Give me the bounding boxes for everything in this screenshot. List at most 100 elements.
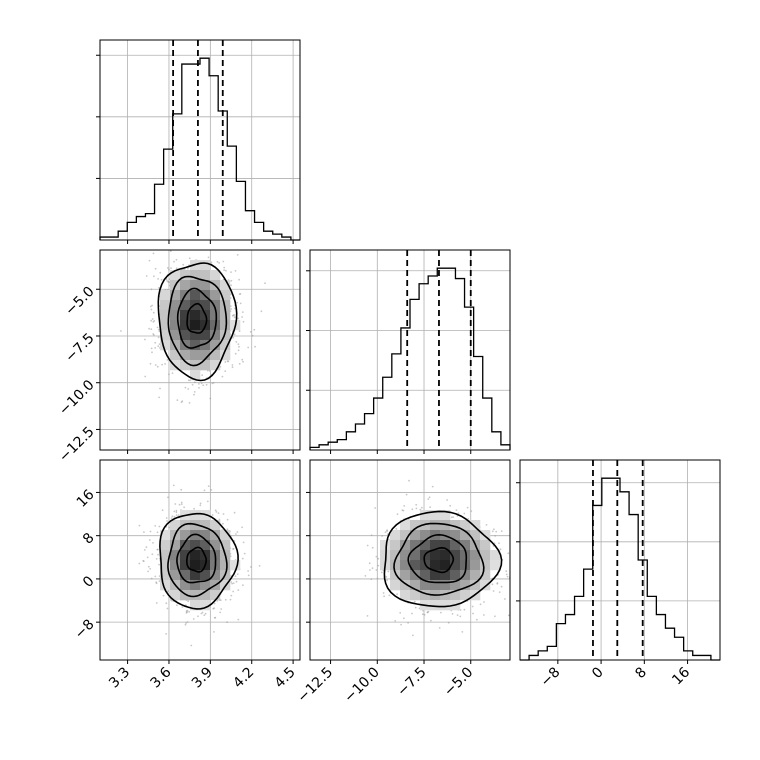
density-cell (440, 540, 451, 551)
x-tick-label: 0 (589, 664, 607, 682)
scatter-point (139, 227, 141, 229)
density-cell (190, 570, 201, 581)
scatter-point (499, 548, 502, 551)
scatter-point (405, 493, 408, 496)
contour-level (167, 522, 228, 598)
scatter-point (152, 542, 154, 544)
scatter-point (155, 558, 158, 560)
density-cell (200, 530, 211, 541)
hist-panel-p2: −8 0 8 16 (516, 459, 721, 690)
scatter-point (175, 514, 178, 516)
scatter-point (235, 341, 238, 343)
scatter-point (230, 308, 233, 310)
scatter-point (216, 260, 219, 263)
scatter-point (366, 615, 369, 617)
scatter-point (235, 580, 238, 583)
scatter-point (386, 579, 388, 582)
scatter-point (508, 614, 510, 617)
scatter-point (522, 574, 524, 576)
density-cell (400, 520, 411, 531)
density-cell (390, 560, 401, 571)
density-cell (200, 590, 211, 601)
scatter-point (166, 520, 169, 522)
density-cell (490, 560, 501, 571)
scatter-point (154, 575, 157, 578)
x-tick-label: −5.0 (441, 664, 476, 699)
scatter-point (237, 317, 240, 320)
histogram-step-p0 (99, 57, 300, 241)
scatter-point (526, 527, 528, 529)
scatter-point (149, 530, 152, 533)
scatter-point (447, 621, 450, 624)
scatter-point (224, 598, 227, 601)
scatter-point (198, 387, 200, 389)
density-cell (160, 560, 171, 571)
density-cell (210, 270, 221, 281)
density-cell (180, 540, 191, 551)
density-cell (170, 290, 181, 301)
contour-level (383, 510, 503, 608)
density-cell (470, 530, 481, 541)
scatter-point (143, 549, 146, 551)
scatter-point (171, 515, 174, 518)
density-cell (420, 580, 431, 591)
density-cell (420, 530, 431, 541)
scatter-point (494, 535, 497, 537)
density-cell (440, 570, 451, 581)
scatter-point (364, 575, 367, 577)
x-tick-label: 3.6 (148, 664, 175, 691)
scatter-point (521, 545, 523, 547)
density-cell (490, 550, 501, 561)
density-cell (400, 590, 411, 601)
scatter-point (403, 617, 405, 620)
scatter-point (188, 610, 191, 613)
scatter-point (151, 304, 154, 307)
scatter-point (180, 488, 183, 491)
scatter-point (150, 308, 153, 311)
scatter-point (440, 611, 442, 614)
density-cell (200, 270, 211, 281)
scatter-point (185, 612, 188, 614)
scatter-point (148, 539, 151, 541)
x-tick-label: 3.9 (189, 664, 216, 691)
scatter-point (241, 316, 244, 318)
density-cell (200, 300, 211, 311)
scatter-point (224, 361, 227, 363)
scatter-point (230, 271, 232, 273)
scatter-point (220, 608, 223, 610)
scatter-point (177, 514, 180, 516)
density-cell (160, 340, 171, 351)
density-cell (470, 560, 481, 571)
scatter-point (234, 352, 237, 355)
scatter-point (170, 267, 172, 269)
density-cell (190, 600, 201, 611)
scatter-point (207, 256, 210, 259)
scatter-point (144, 338, 146, 341)
scatter-point (237, 589, 240, 591)
scatter-point (158, 563, 161, 566)
scatter-point (156, 531, 159, 534)
scatter-point (241, 557, 244, 560)
scatter-point (247, 574, 250, 577)
scatter-point (181, 400, 184, 403)
y-tick-label: 0 (80, 573, 98, 591)
scatter-point (485, 524, 488, 526)
density-cell (170, 540, 181, 551)
density-cell (470, 520, 481, 531)
scatter-point (431, 485, 434, 488)
scatter-point (233, 316, 236, 319)
contour-level (159, 512, 239, 610)
scatter-point (234, 575, 237, 577)
scatter-point (154, 341, 157, 344)
density-cell (200, 330, 211, 341)
scatter-point (466, 506, 469, 509)
scatter-point (411, 508, 414, 511)
x-tick-label: −10.0 (341, 664, 383, 706)
density-cell (480, 550, 491, 561)
scatter-point (193, 391, 196, 393)
density-cell (160, 290, 171, 301)
scatter-point (203, 614, 206, 617)
density-cell (400, 530, 411, 541)
scatter-point (232, 336, 235, 339)
scatter-point (264, 282, 266, 285)
